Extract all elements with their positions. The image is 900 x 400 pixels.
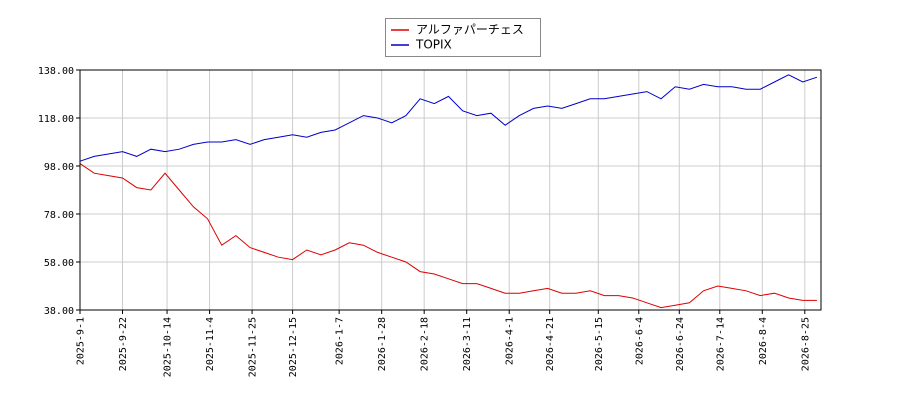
x-tick-label: 2025-9-1 [76,317,87,365]
series-line [79,163,817,309]
x-tick-label: 2026-3-11 [462,317,473,371]
x-tick-label: 2026-1-7 [335,317,346,365]
series-line [79,74,818,162]
x-tick-label: 2026-6-4 [634,317,645,365]
x-tick-label: 2026-4-1 [505,317,516,365]
y-tick-label: 118.00 [38,114,74,125]
y-tick-label: 98.00 [44,162,74,173]
legend-label: TOPIX [415,38,452,52]
x-tick-label: 2025-12-15 [288,317,299,377]
x-tick-label: 2026-2-18 [420,317,431,371]
legend-label: アルファパーチェス [416,23,524,37]
x-tick-label: 2026-8-25 [800,317,811,371]
y-tick-label: 58.00 [44,258,74,269]
x-tick-label: 2025-11-25 [248,317,259,377]
plot-frame [79,69,822,311]
x-tick-label: 2025-10-14 [163,317,174,377]
y-tick-label: 138.00 [38,66,74,77]
legend-box [385,18,541,57]
x-tick-label: 2026-8-4 [758,317,769,365]
plot-area [80,70,821,310]
y-tick-label: 38.00 [44,306,74,317]
x-tick-label: 2026-6-24 [675,317,686,371]
y-tick-label: 78.00 [44,210,74,221]
x-tick-label: 2026-1-28 [377,317,388,371]
x-tick-label: 2025-9-22 [118,317,129,371]
x-tick-label: 2026-7-14 [715,317,726,371]
x-tick-label: 2026-5-15 [594,317,605,371]
x-tick-label: 2026-4-21 [545,317,556,371]
x-tick-label: 2025-11-4 [205,317,216,371]
